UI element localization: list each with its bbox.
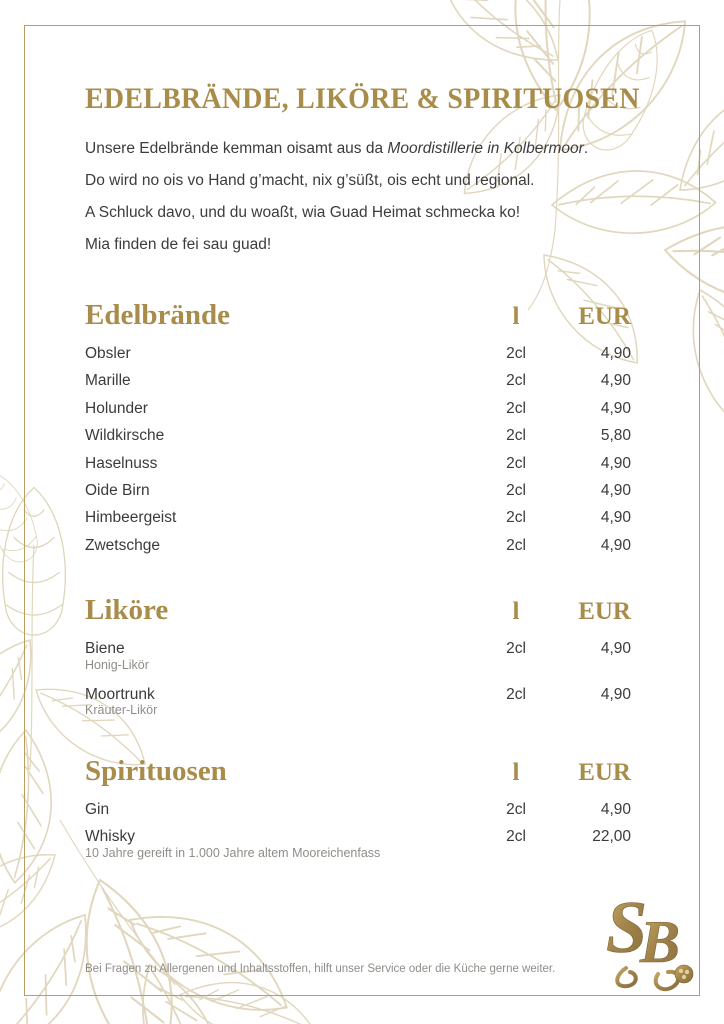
column-header-volume: l — [512, 759, 520, 787]
monogram-icon: S B — [606, 887, 694, 992]
intro-line-4: Mia finden de fei sau guad! — [85, 236, 272, 253]
column-header-currency: EUR — [578, 303, 631, 330]
item-volume: 2cl — [506, 536, 526, 554]
menu-item-row: Wildkirsche 2cl 5,80 — [85, 422, 631, 449]
item-price: 5,80 — [600, 427, 631, 445]
svg-text:B: B — [639, 909, 680, 975]
item-volume: 2cl — [506, 372, 526, 390]
menu-item-row: Zwetschge 2cl 4,90 — [85, 532, 631, 559]
menu-item-row: Marille 2cl 4,90 — [85, 367, 631, 394]
menu-section: Spirituosen l EUR Gin 2cl 4,90 Whisky 10… — [85, 756, 631, 869]
item-price: 4,90 — [600, 536, 631, 554]
item-volume: 2cl — [506, 345, 526, 362]
item-name-cell: Holunder — [85, 395, 471, 422]
section-header: Spirituosen l EUR — [85, 756, 631, 796]
menu-item-row: Moortrunk Kräuter-Likör 2cl 4,90 — [85, 681, 631, 726]
menu-item-row: Biene Honig-Likör 2cl 4,90 — [85, 635, 631, 680]
section-rows: Obsler 2cl 4,90 Marille 2cl 4,90 Holunde… — [85, 340, 631, 559]
item-name-cell: Biene Honig-Likör — [85, 635, 471, 680]
intro-line-3: A Schluck davo, und du woaßt, wia Guad H… — [85, 204, 521, 221]
menu-sections: Edelbrände l EUR Obsler 2cl 4,90 Marille… — [85, 300, 631, 905]
menu-item-row: Oide Birn 2cl 4,90 — [85, 477, 631, 504]
item-price: 4,90 — [600, 509, 631, 527]
menu-item-row: Obsler 2cl 4,90 — [85, 340, 631, 367]
item-price: 4,90 — [600, 685, 631, 703]
item-volume: 2cl — [506, 640, 526, 658]
item-volume: 2cl — [506, 482, 526, 500]
item-name-cell: Marille — [85, 367, 471, 394]
item-name-cell: Oide Birn — [85, 477, 471, 504]
item-name: Wildkirsche — [85, 427, 165, 445]
item-name: Zwetschge — [85, 536, 160, 554]
item-name: Haselnuss — [85, 454, 158, 472]
intro-line-1-text: Unsere Edelbrände kemman oisamt aus da — [85, 140, 388, 157]
item-volume: 2cl — [506, 828, 526, 846]
item-description: 10 Jahre gereift in 1.000 Jahre altem Mo… — [85, 845, 381, 860]
brand-monogram: S B — [606, 887, 702, 992]
section-header: Edelbrände l EUR — [85, 300, 631, 340]
section-heading: Liköre — [85, 594, 169, 627]
item-name: Obsler — [85, 345, 131, 362]
column-header-volume: l — [512, 598, 520, 626]
section-header: Liköre l EUR — [85, 595, 631, 635]
column-header-currency: EUR — [578, 759, 631, 787]
item-name: Biene — [85, 640, 125, 658]
menu-item-row: Whisky 10 Jahre gereift in 1.000 Jahre a… — [85, 823, 631, 868]
item-name-cell: Gin — [85, 796, 471, 823]
item-price: 22,00 — [592, 828, 631, 846]
section-heading: Spirituosen — [85, 755, 227, 788]
item-name: Himbeergeist — [85, 509, 177, 527]
item-name-cell: Moortrunk Kräuter-Likör — [85, 681, 471, 726]
column-header-volume: l — [512, 303, 520, 330]
item-name-cell: Wildkirsche — [85, 422, 471, 449]
item-description: Kräuter-Likör — [85, 703, 158, 718]
item-volume: 2cl — [506, 399, 526, 417]
menu-section: Edelbrände l EUR Obsler 2cl 4,90 Marille… — [85, 300, 631, 559]
menu-item-row: Haselnuss 2cl 4,90 — [85, 450, 631, 477]
item-volume: 2cl — [506, 801, 526, 819]
item-name-cell: Haselnuss — [85, 450, 471, 477]
intro-text: Unsere Edelbrände kemman oisamt aus da M… — [85, 139, 625, 267]
item-price: 4,90 — [600, 640, 631, 658]
menu-item-row: Gin 2cl 4,90 — [85, 796, 631, 823]
item-volume: 2cl — [506, 454, 526, 472]
section-rows: Biene Honig-Likör 2cl 4,90 Moortrunk Krä… — [85, 635, 631, 726]
item-name-cell: Whisky 10 Jahre gereift in 1.000 Jahre a… — [85, 823, 471, 868]
item-price: 4,90 — [600, 482, 631, 500]
intro-line-1-suffix: . — [583, 140, 589, 157]
intro-line-2: Do wird no ois vo Hand g’macht, nix g’sü… — [85, 172, 535, 189]
item-name: Marille — [85, 372, 131, 390]
item-name-cell: Himbeergeist — [85, 504, 471, 531]
menu-item-row: Himbeergeist 2cl 4,90 — [85, 504, 631, 531]
item-name-cell: Zwetschge — [85, 532, 471, 559]
item-price: 4,90 — [600, 372, 631, 390]
item-name: Gin — [85, 801, 110, 819]
menu-section: Liköre l EUR Biene Honig-Likör 2cl 4,90 … — [85, 595, 631, 726]
column-header-currency: EUR — [578, 598, 631, 626]
page-title: EDELBRÄNDE, LIKÖRE & SPIRITUOSEN — [85, 82, 640, 115]
item-price: 4,90 — [600, 801, 631, 819]
item-description: Honig-Likör — [85, 657, 149, 672]
item-name: Holunder — [85, 399, 148, 417]
item-volume: 2cl — [506, 427, 526, 445]
intro-line-1: Unsere Edelbrände kemman oisamt aus da M… — [85, 139, 625, 158]
item-volume: 2cl — [506, 509, 526, 527]
item-price: 4,90 — [600, 454, 631, 472]
menu-item-row: Holunder 2cl 4,90 — [85, 395, 631, 422]
item-price: 4,90 — [600, 345, 631, 362]
section-rows: Gin 2cl 4,90 Whisky 10 Jahre gereift in … — [85, 796, 631, 869]
item-name-cell: Obsler — [85, 340, 471, 367]
item-volume: 2cl — [506, 685, 526, 703]
item-name: Oide Birn — [85, 482, 150, 500]
section-heading: Edelbrände — [85, 299, 231, 331]
svg-text:S: S — [606, 890, 647, 969]
footer-note: Bei Fragen zu Allergenen und Inhaltsstof… — [85, 963, 556, 975]
item-price: 4,90 — [600, 399, 631, 417]
intro-line-1-italic: Moordistillerie in Kolbermoor — [387, 140, 584, 157]
